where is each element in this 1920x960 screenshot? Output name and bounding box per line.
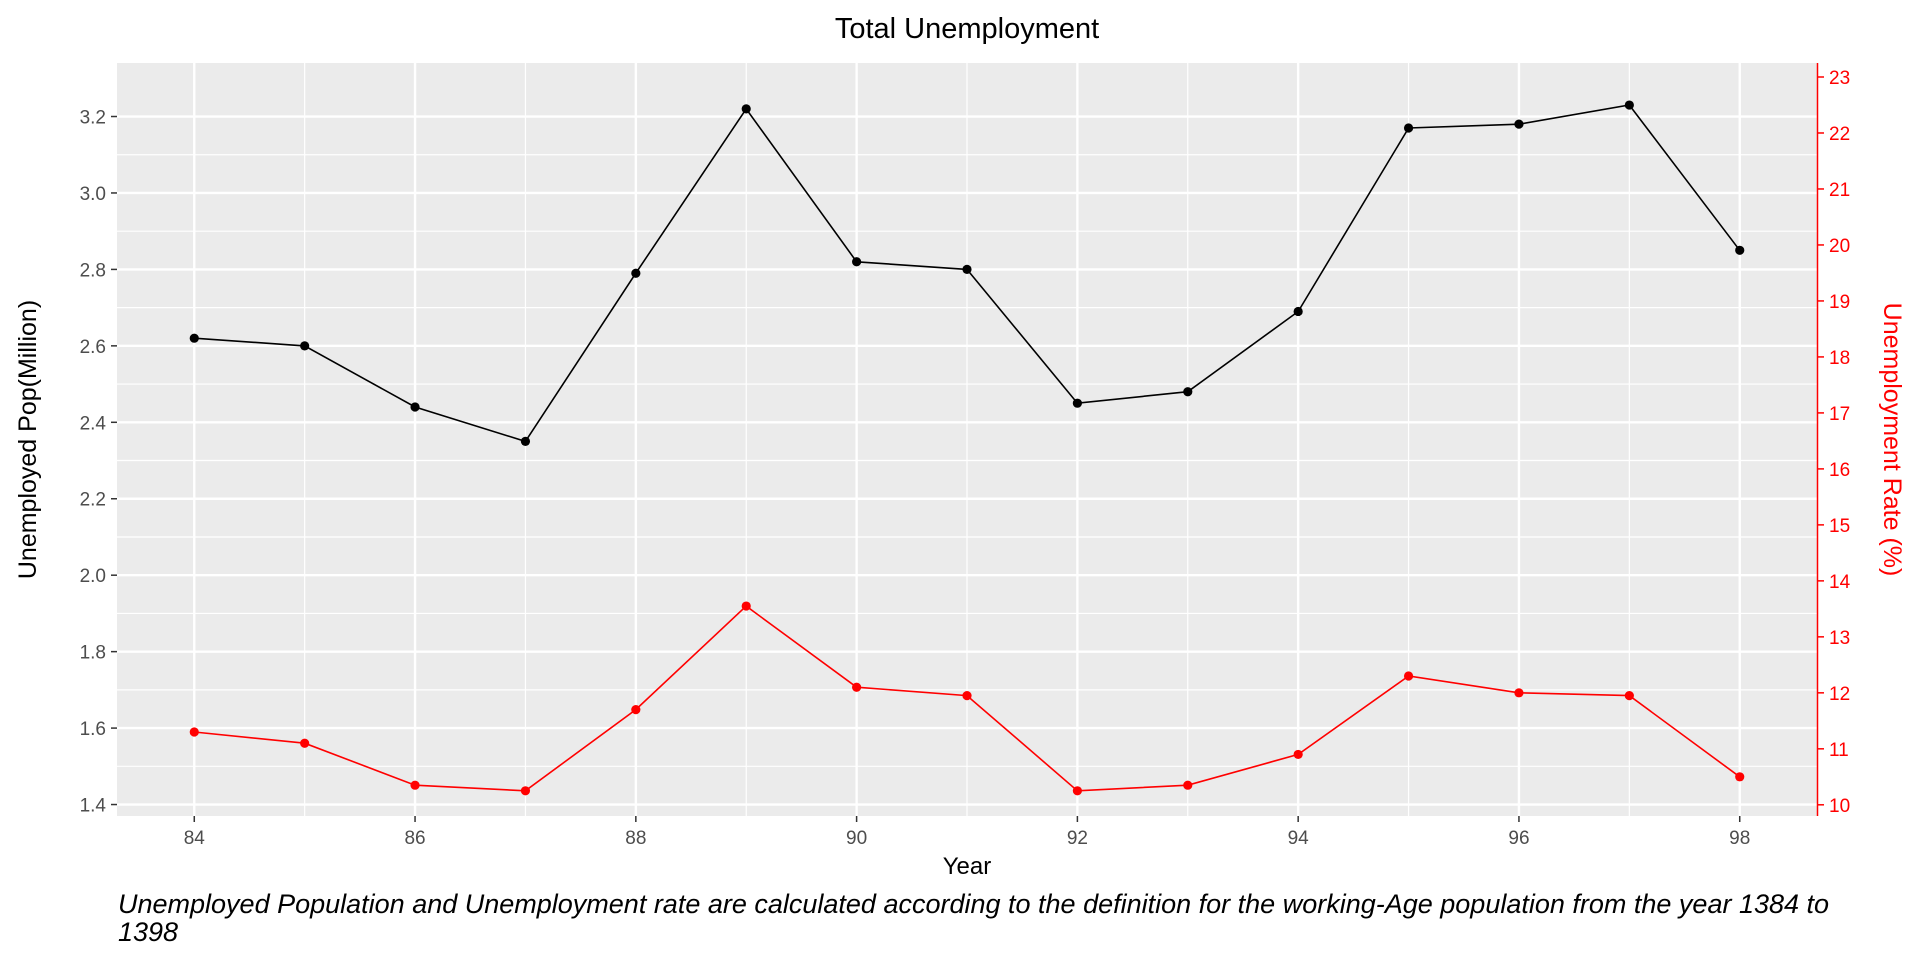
- data-point-pop: [852, 257, 862, 267]
- data-point-pop: [1293, 306, 1303, 317]
- y-tick-label: 2.8: [80, 260, 106, 281]
- x-axis-title: Year: [943, 853, 992, 880]
- data-point-pop: [1183, 387, 1193, 397]
- y2-tick-label: 10: [1829, 796, 1850, 817]
- data-point-pop: [189, 333, 199, 343]
- y-tick-label: 1.4: [80, 796, 107, 817]
- data-point-rate: [852, 682, 862, 692]
- y2-tick-label: 14: [1829, 572, 1851, 593]
- y2-axis-title: Unemployment Rate (%): [1878, 303, 1906, 577]
- y-tick-label: 1.8: [80, 643, 106, 664]
- data-point-rate: [1514, 688, 1524, 698]
- y-tick-label: 3.2: [80, 108, 106, 129]
- y-tick-label: 1.6: [80, 719, 106, 740]
- y2-tick-label: 23: [1829, 68, 1850, 89]
- y-axis-title: Unemployed Pop(Million): [14, 300, 42, 579]
- data-point-pop: [1072, 398, 1082, 408]
- data-point-pop: [962, 264, 972, 275]
- x-tick-label: 96: [1508, 828, 1529, 849]
- y2-tick-label: 19: [1829, 292, 1850, 313]
- x-tick-label: 86: [404, 828, 425, 849]
- x-tick-label: 98: [1729, 828, 1750, 849]
- data-point-pop: [1624, 100, 1634, 110]
- data-point-rate: [1403, 671, 1414, 681]
- data-point-pop: [1403, 123, 1414, 133]
- data-point-rate: [410, 780, 420, 790]
- data-point-pop: [410, 402, 420, 412]
- data-point-rate: [520, 786, 531, 796]
- data-point-rate: [631, 705, 641, 715]
- data-point-rate: [189, 727, 199, 737]
- y2-tick-label: 13: [1829, 628, 1850, 649]
- y-tick-label: 2.4: [80, 413, 107, 434]
- data-point-rate: [1735, 772, 1745, 782]
- y2-tick-label: 18: [1829, 348, 1850, 369]
- chart-caption: Unemployed Population and Unemployment r…: [118, 889, 1830, 947]
- chart-title: Total Unemployment: [835, 13, 1099, 45]
- x-tick-label: 90: [846, 828, 867, 849]
- y2-tick-label: 16: [1829, 460, 1850, 481]
- data-point-pop: [520, 436, 531, 447]
- data-point-rate: [1183, 780, 1193, 790]
- y2-tick-label: 12: [1829, 684, 1850, 705]
- y2-tick-label: 11: [1829, 740, 1849, 761]
- y2-tick-label: 22: [1829, 124, 1850, 145]
- data-point-rate: [962, 691, 972, 701]
- x-tick-label: 88: [625, 828, 646, 849]
- data-point-rate: [1293, 749, 1303, 760]
- y-tick-label: 3.0: [80, 184, 106, 205]
- data-point-pop: [631, 268, 641, 278]
- y2-tick-label: 21: [1829, 180, 1850, 201]
- x-tick-label: 92: [1067, 828, 1088, 849]
- y2-tick-label: 17: [1829, 404, 1850, 425]
- data-point-pop: [1735, 245, 1745, 255]
- x-tick-label: 94: [1288, 828, 1310, 849]
- y-tick-label: 2.2: [80, 490, 106, 511]
- y-tick-label: 2.6: [80, 337, 106, 358]
- data-point-pop: [741, 104, 751, 114]
- data-point-pop: [1514, 119, 1524, 129]
- data-point-rate: [1624, 691, 1634, 701]
- data-point-rate: [1072, 786, 1082, 796]
- data-point-pop: [300, 341, 310, 351]
- x-tick-label: 84: [184, 828, 206, 849]
- y2-tick-label: 20: [1829, 236, 1850, 257]
- y-tick-label: 2.0: [80, 566, 106, 587]
- data-point-rate: [300, 738, 310, 748]
- y2-tick-label: 15: [1829, 516, 1850, 537]
- data-point-rate: [741, 601, 751, 611]
